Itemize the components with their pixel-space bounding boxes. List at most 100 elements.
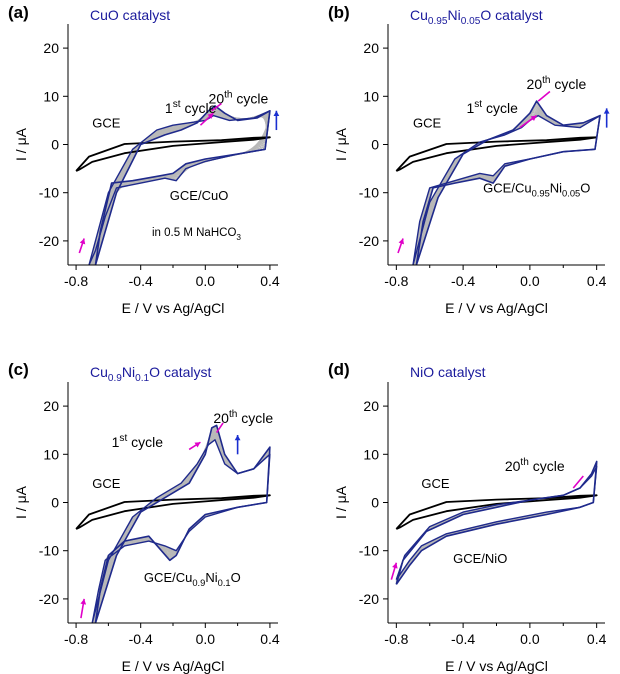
y-axis-label: I / μA xyxy=(333,485,349,519)
y-tick-label: 20 xyxy=(363,398,379,414)
last-cycle-label: 20th cycle xyxy=(505,457,565,474)
panel-label: (d) xyxy=(328,360,350,379)
last-cycle-pointer xyxy=(215,422,224,434)
last-cycle-pointer xyxy=(211,102,222,112)
scan-start-arrow-head xyxy=(79,238,86,245)
gce-label: GCE xyxy=(92,476,121,491)
panel-b: (b) Cu0.95Ni0.05O catalyst -20 -10 0 10 20 -0.8… xyxy=(328,3,610,316)
y-axis-label: I / μA xyxy=(333,127,349,161)
y-tick-label: -20 xyxy=(39,591,59,607)
panel-label: (b) xyxy=(328,3,350,22)
intermediate-cycle-line xyxy=(92,437,271,623)
intermediate-cycle-line xyxy=(93,432,271,623)
panel-label: (a) xyxy=(8,3,29,22)
first-cycle-label: 1st cycle xyxy=(112,433,164,450)
intermediate-cycle-line xyxy=(92,436,271,623)
y-tick-label: -20 xyxy=(359,233,379,249)
first-cycle-label: 1st cycle xyxy=(165,99,217,116)
x-tick-label: 0.0 xyxy=(520,631,540,647)
panel-d: (d) NiO catalyst -20 -10 0 10 20 -0.8 -0.4 0.0 0.4… xyxy=(328,360,607,674)
scan-start-arrow-head xyxy=(392,562,398,569)
gce-label: GCE xyxy=(421,476,450,491)
y-axis-label: I / μA xyxy=(13,485,29,519)
gce-label: GCE xyxy=(92,116,121,131)
first-cycle-label: 1st cycle xyxy=(466,99,518,116)
plot-curves xyxy=(75,424,271,623)
x-axis-label: E / V vs Ag/AgCl xyxy=(445,658,548,674)
panel-title: Cu0.9Ni0.1O catalyst xyxy=(90,364,212,384)
last-cycle-curve xyxy=(94,424,271,623)
electrolyte-label: in 0.5 M NaHCO3 xyxy=(152,227,241,242)
y-tick-label: -10 xyxy=(39,185,59,201)
intermediate-cycle-line xyxy=(94,425,271,623)
y-tick-label: 20 xyxy=(363,40,379,56)
x-tick-label: -0.4 xyxy=(129,631,153,647)
x-tick-label: 0.4 xyxy=(587,631,607,647)
y-tick-label: -10 xyxy=(359,185,379,201)
x-tick-label: 0.4 xyxy=(260,273,280,289)
scan-start-arrow-head xyxy=(80,598,87,605)
first-cycle-pointer-head xyxy=(207,113,214,119)
intermediate-cycle-line xyxy=(94,426,271,623)
intermediate-cycle-line xyxy=(93,430,271,623)
y-tick-label: 10 xyxy=(43,446,59,462)
y-tick-label: 10 xyxy=(363,446,379,462)
x-tick-label: 0.0 xyxy=(196,273,216,289)
last-cycle-curve xyxy=(415,100,601,265)
intermediate-cycle-line xyxy=(91,438,271,623)
scan-direction-arrow-head xyxy=(273,110,280,117)
x-tick-label: 0.4 xyxy=(587,273,607,289)
y-tick-label: -20 xyxy=(359,591,379,607)
y-tick-label: 0 xyxy=(51,495,59,511)
electrode-label: GCE/NiO xyxy=(453,551,507,566)
panel-label: (c) xyxy=(8,360,29,379)
last-cycle-pointer xyxy=(572,475,584,489)
scan-direction-arrow-head xyxy=(603,108,610,114)
x-tick-label: 0.0 xyxy=(196,631,216,647)
last-cycle-label: 20th cycle xyxy=(527,75,587,92)
last-cycle-label: 20th cycle xyxy=(213,409,273,426)
intermediate-cycle-line xyxy=(93,433,271,623)
plot-curves xyxy=(395,460,598,585)
panel-title: NiO catalyst xyxy=(410,364,486,380)
x-tick-label: -0.8 xyxy=(64,631,88,647)
last-cycle-pointer xyxy=(537,90,551,102)
x-axis-label: E / V vs Ag/AgCl xyxy=(122,300,225,316)
intermediate-cycle-line xyxy=(93,429,271,623)
first-cycle-pointer-head xyxy=(530,115,537,121)
y-tick-label: -10 xyxy=(359,543,379,559)
last-cycle-label: 20th cycle xyxy=(209,90,269,107)
gce-curve xyxy=(395,136,598,172)
panel-title: Cu0.95Ni0.05O catalyst xyxy=(410,7,543,27)
panel-a: (a) CuO catalyst -20 -10 0 10 20 -0.8 -0.4 0.0 0.4… xyxy=(8,3,280,316)
gce-curve xyxy=(395,494,598,530)
y-axis-label: I / μA xyxy=(13,127,29,161)
x-tick-label: -0.8 xyxy=(384,631,408,647)
x-tick-label: 0.0 xyxy=(520,273,540,289)
x-axis-label: E / V vs Ag/AgCl xyxy=(122,658,225,674)
first-cycle-curve xyxy=(91,439,271,623)
panel-title: CuO catalyst xyxy=(90,7,170,23)
x-tick-label: -0.4 xyxy=(451,273,475,289)
intermediate-cycle-line xyxy=(92,434,271,623)
last-cycle-curve xyxy=(94,105,271,265)
scan-direction-arrow-head xyxy=(234,435,241,441)
scan-start-arrow-head xyxy=(398,238,405,245)
x-axis-label: E / V vs Ag/AgCl xyxy=(445,300,548,316)
last-cycle-curve xyxy=(395,460,598,585)
y-tick-label: 20 xyxy=(43,398,59,414)
electrode-label: GCE/Cu0.95Ni0.05O xyxy=(483,181,590,199)
y-tick-label: 0 xyxy=(371,137,379,153)
intermediate-cycle-line xyxy=(94,427,271,623)
y-tick-label: 0 xyxy=(51,137,59,153)
x-tick-label: -0.8 xyxy=(384,273,408,289)
x-tick-label: 0.4 xyxy=(260,631,280,647)
first-cycle-pointer-head xyxy=(194,442,201,448)
intermediate-cycle-line xyxy=(94,428,271,623)
electrode-label: GCE/Cu0.9Ni0.1O xyxy=(144,570,241,588)
y-tick-label: 10 xyxy=(363,88,379,104)
y-tick-label: -10 xyxy=(39,543,59,559)
y-tick-label: 10 xyxy=(43,88,59,104)
x-tick-label: -0.4 xyxy=(129,273,153,289)
